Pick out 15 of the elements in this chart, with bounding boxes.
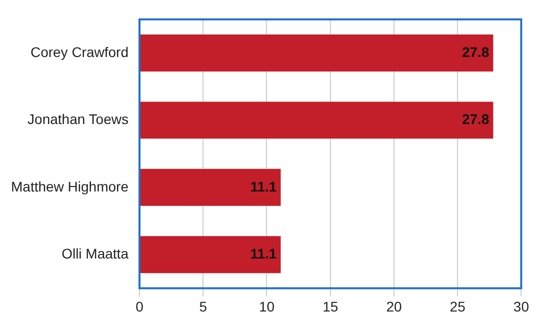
data-label: 27.8 [462,111,490,128]
y-tick-label: Olli Maatta [62,245,129,262]
y-tick-label: Matthew Highmore [10,178,129,194]
x-tick-label: 30 [513,298,530,314]
x-tick-label: 0 [136,298,144,314]
data-label: 27.8 [462,44,490,60]
data-label: 11.1 [250,178,277,194]
x-tick-label: 25 [450,298,466,314]
y-tick-label: Corey Crawford [30,44,128,60]
x-tick-label: 5 [199,298,208,314]
x-tick-label: 15 [322,298,338,314]
y-tick-label: Jonathan Toews [28,111,128,128]
x-tick-label: 20 [386,298,402,314]
data-label: 11.1 [250,245,277,262]
x-tick-label: 10 [258,298,275,314]
